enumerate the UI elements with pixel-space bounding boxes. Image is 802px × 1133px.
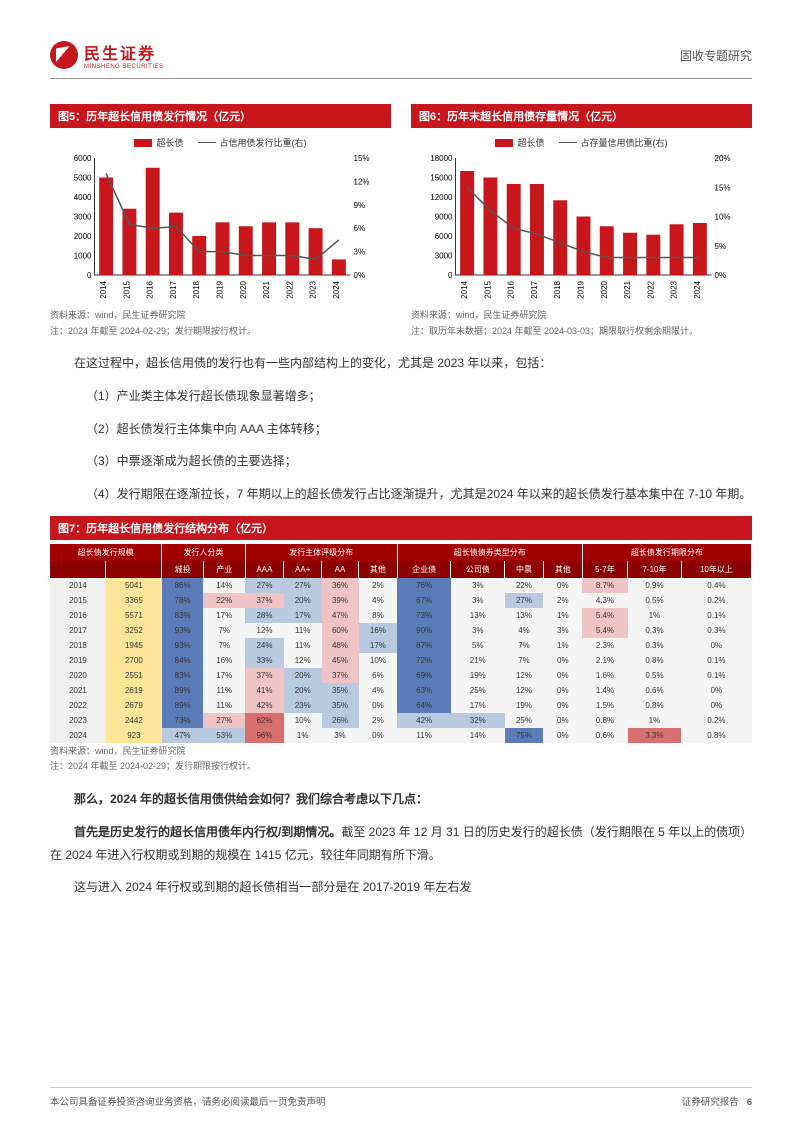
chart7-table: 超长债发行规模发行人分类发行主体评级分布超长债债券类型分布超长债发行期限分布城投… (50, 544, 752, 743)
svg-text:2023: 2023 (309, 280, 318, 298)
chart5: 图5：历年超长信用债发行情况（亿元） 超长债 占信用债发行比重(右) 0 1000… (50, 104, 391, 338)
svg-text:3000: 3000 (435, 252, 453, 261)
svg-text:0: 0 (87, 271, 92, 280)
svg-text:2017: 2017 (530, 280, 539, 298)
chart6-source: 资料来源：wind，民生证券研究院 (411, 309, 752, 323)
svg-text:5000: 5000 (74, 174, 92, 183)
chart6-svg: 0 3000 6000 9000 12000 15000 18000 0% 5% 10% 15% 20… (415, 153, 748, 303)
svg-text:2021: 2021 (262, 280, 271, 298)
page-number: 6 (747, 1097, 752, 1108)
svg-text:5%: 5% (715, 242, 727, 251)
chart5-title: 图5：历年超长信用债发行情况（亿元） (50, 104, 391, 128)
svg-text:2018: 2018 (553, 280, 562, 298)
page-header: 民生证券 MINSHENG SECURITIES 固收专题研究 (50, 40, 752, 79)
svg-text:9000: 9000 (435, 213, 453, 222)
svg-text:2022: 2022 (285, 280, 294, 298)
svg-text:2018: 2018 (192, 280, 201, 298)
chart5-legend-bar: 超长债 (156, 136, 183, 149)
para3: 首先是历史发行的超长信用债年内行权/到期情况。截至 2023 年 12 月 31… (50, 821, 752, 867)
chart6-legend: 超长债 占存量信用债比重(右) (415, 136, 748, 149)
chart6-title: 图6：历年末超长信用债存量情况（亿元） (411, 104, 752, 128)
svg-text:1000: 1000 (74, 252, 92, 261)
svg-text:2024: 2024 (332, 280, 341, 298)
svg-text:2019: 2019 (577, 280, 586, 298)
chart7-source: 资料来源：wind，民生证券研究院 (50, 745, 752, 759)
svg-text:2014: 2014 (99, 280, 108, 298)
chart7-title: 图7：历年超长信用债发行结构分布（亿元） (50, 516, 752, 540)
chart6-legend-line: 占存量信用债比重(右) (581, 136, 668, 149)
svg-text:4000: 4000 (74, 193, 92, 202)
svg-text:2021: 2021 (623, 280, 632, 298)
para4: 这与进入 2024 年行权或到期的超长债相当一部分是在 2017-2019 年左… (50, 876, 752, 899)
svg-text:3%: 3% (354, 248, 366, 257)
svg-text:10%: 10% (715, 213, 731, 222)
item4: （4）发行期限在逐渐拉长，7 年期以上的超长债发行占比逐渐提升，尤其是2024 … (50, 483, 752, 506)
chart7-note: 注：2024 年截至 2024-02-29；发行期限按行权计。 (50, 760, 752, 774)
chart5-svg: 0 1000 2000 3000 4000 5000 6000 0% 3% 6% 9% 12% 15% 2… (54, 153, 387, 303)
svg-text:15%: 15% (715, 183, 731, 192)
chart5-source: 资料来源：wind，民生证券研究院 (50, 309, 391, 323)
svg-text:0%: 0% (715, 271, 727, 280)
svg-text:2022: 2022 (646, 280, 655, 298)
company-name-en: MINSHENG SECURITIES (84, 64, 164, 70)
para1: 在这过程中，超长信用债的发行也有一些内部结构上的变化，尤其是 2023 年以来，… (50, 352, 752, 375)
logo-icon (50, 41, 78, 69)
svg-text:2017: 2017 (169, 280, 178, 298)
svg-text:15%: 15% (354, 154, 370, 163)
svg-text:12000: 12000 (430, 193, 453, 202)
chart5-note: 注：2024 年截至 2024-02-29；发行期限按行权计。 (50, 325, 391, 339)
svg-text:2024: 2024 (693, 280, 702, 298)
svg-text:12%: 12% (354, 177, 370, 186)
chart6-note: 注：取历年末数据；2024 年截至 2024-03-03；期限取行权剩余期限计。 (411, 325, 752, 339)
svg-text:2000: 2000 (74, 232, 92, 241)
svg-text:15000: 15000 (430, 174, 453, 183)
svg-text:2016: 2016 (507, 280, 516, 298)
svg-text:2014: 2014 (460, 280, 469, 298)
svg-text:2015: 2015 (483, 280, 492, 298)
svg-text:6%: 6% (354, 224, 366, 233)
svg-text:18000: 18000 (430, 154, 453, 163)
para2: 那么，2024 年的超长信用债供给会如何？我们综合考虑以下几点： (50, 788, 752, 811)
svg-text:6000: 6000 (435, 232, 453, 241)
svg-text:2020: 2020 (239, 280, 248, 298)
chart5-legend-line: 占信用债发行比重(右) (220, 136, 307, 149)
company-name-cn: 民生证券 (84, 40, 164, 64)
chart6: 图6：历年末超长信用债存量情况（亿元） 超长债 占存量信用债比重(右) 0 300… (411, 104, 752, 338)
logo: 民生证券 MINSHENG SECURITIES (50, 40, 164, 70)
chart5-legend: 超长债 占信用债发行比重(右) (54, 136, 387, 149)
footer-right-label: 证券研究报告 (682, 1097, 739, 1108)
svg-text:2015: 2015 (122, 280, 131, 298)
doc-type: 固收专题研究 (680, 47, 752, 64)
svg-text:9%: 9% (354, 201, 366, 210)
item3: （3）中票逐渐成为超长债的主要选择； (50, 450, 752, 473)
para3-lead: 首先是历史发行的超长信用债年内行权/到期情况。 (74, 825, 341, 839)
svg-text:0%: 0% (354, 271, 366, 280)
svg-text:2019: 2019 (216, 280, 225, 298)
svg-text:2016: 2016 (146, 280, 155, 298)
page-footer: 本公司具备证券投资咨询业务资格，请务必阅读最后一页免责声明 证券研究报告 6 (50, 1087, 752, 1108)
svg-text:2020: 2020 (600, 280, 609, 298)
svg-text:3000: 3000 (74, 213, 92, 222)
item1: （1）产业类主体发行超长债现象显著增多； (50, 385, 752, 408)
item2: （2）超长债发行主体集中向 AAA 主体转移； (50, 418, 752, 441)
footer-left: 本公司具备证券投资咨询业务资格，请务必阅读最后一页免责声明 (50, 1094, 326, 1108)
svg-text:0: 0 (448, 271, 453, 280)
svg-text:2023: 2023 (670, 280, 679, 298)
chart6-legend-bar: 超长债 (517, 136, 544, 149)
svg-text:20%: 20% (715, 154, 731, 163)
svg-text:6000: 6000 (74, 154, 92, 163)
